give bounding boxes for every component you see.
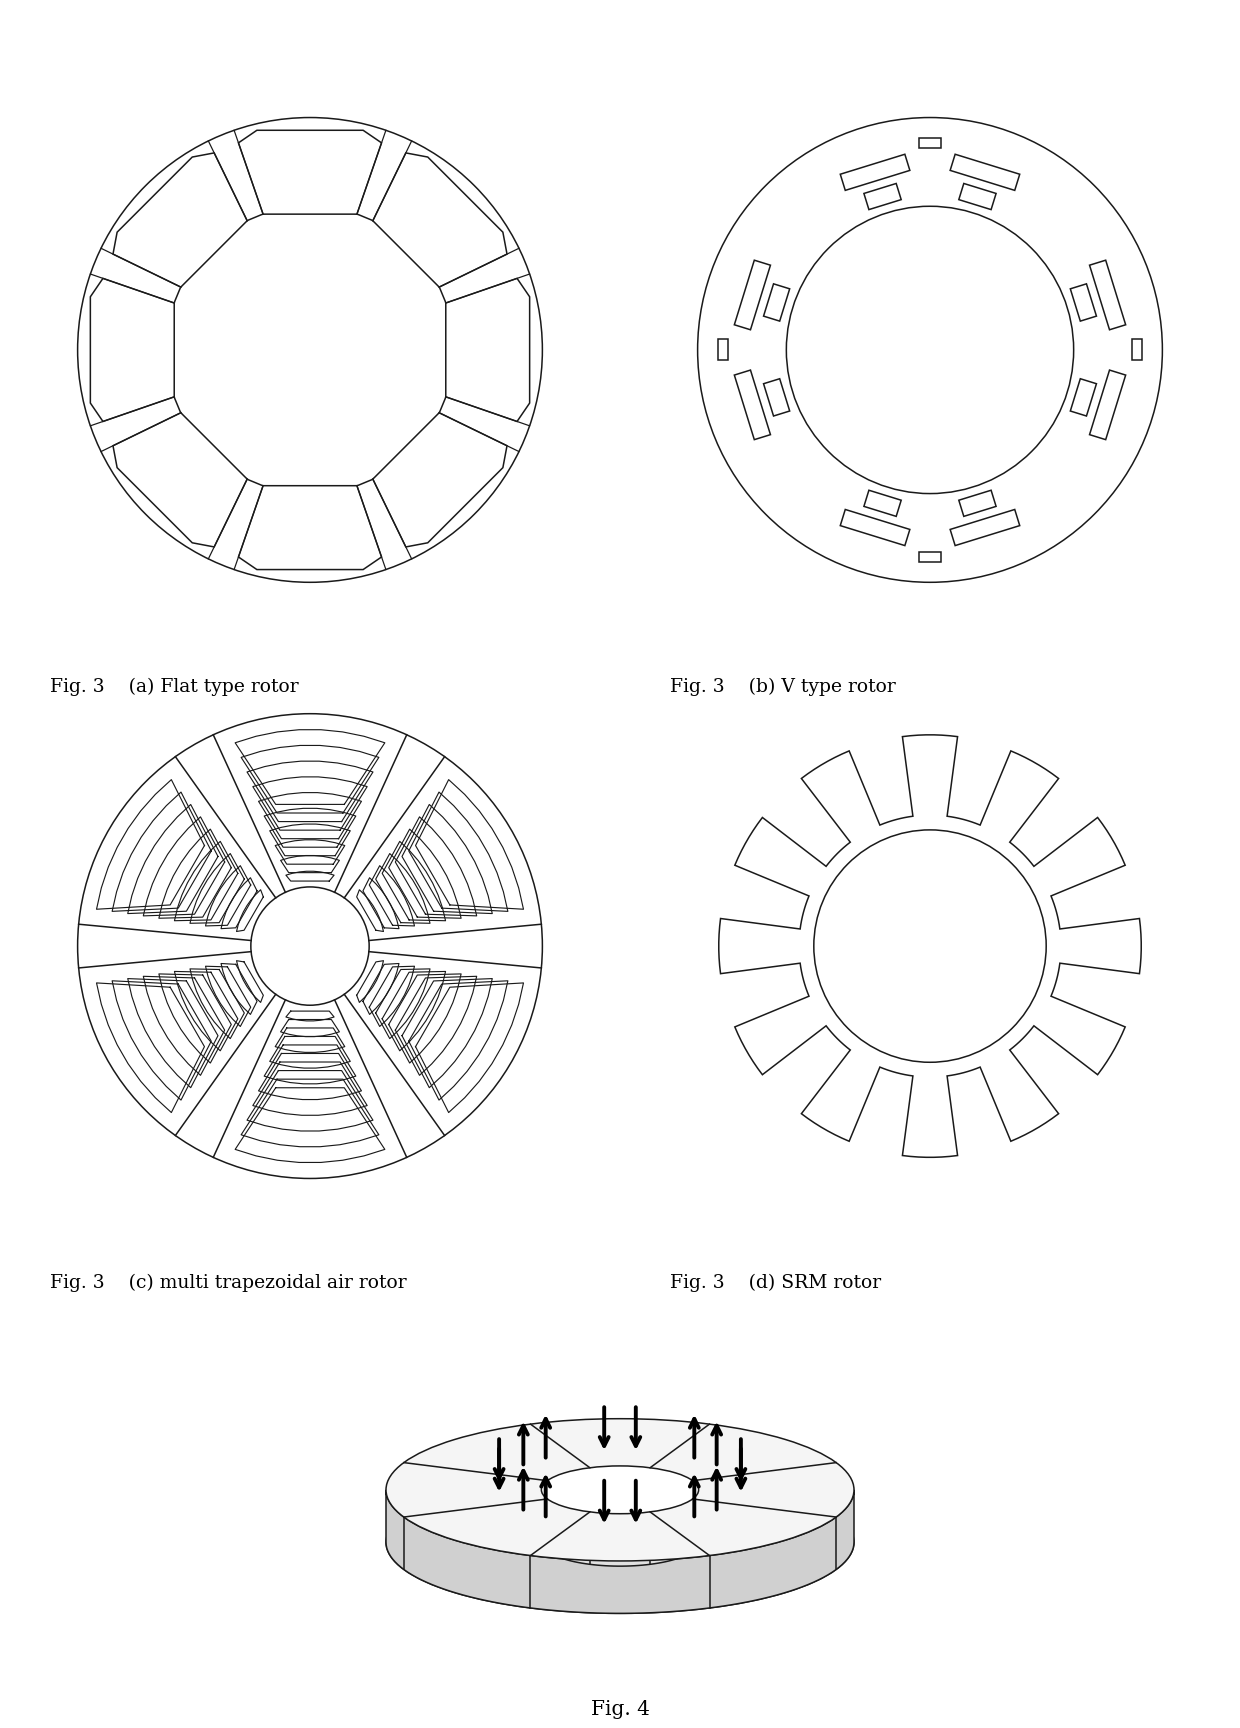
Polygon shape — [734, 261, 770, 330]
Polygon shape — [959, 491, 996, 517]
Polygon shape — [919, 551, 941, 562]
Polygon shape — [950, 154, 1019, 190]
Ellipse shape — [386, 1419, 854, 1560]
Text: Fig. 3    (c) multi trapezoidal air rotor: Fig. 3 (c) multi trapezoidal air rotor — [50, 1274, 407, 1293]
Polygon shape — [719, 734, 1141, 1158]
Polygon shape — [764, 378, 790, 416]
Polygon shape — [1090, 261, 1126, 330]
Ellipse shape — [386, 1471, 854, 1614]
Polygon shape — [734, 370, 770, 439]
Polygon shape — [373, 152, 507, 287]
Polygon shape — [113, 413, 247, 548]
Text: Fig. 4: Fig. 4 — [590, 1700, 650, 1719]
Polygon shape — [1070, 378, 1096, 416]
Polygon shape — [113, 152, 247, 287]
Polygon shape — [386, 1490, 854, 1614]
Polygon shape — [238, 130, 382, 214]
Polygon shape — [718, 339, 728, 361]
Polygon shape — [1132, 339, 1142, 361]
Polygon shape — [445, 278, 529, 422]
Polygon shape — [1090, 370, 1126, 439]
Polygon shape — [959, 183, 996, 209]
Polygon shape — [864, 491, 901, 517]
Polygon shape — [919, 138, 941, 149]
Polygon shape — [841, 510, 910, 546]
Text: Fig. 3    (b) V type rotor: Fig. 3 (b) V type rotor — [670, 677, 895, 696]
Polygon shape — [373, 413, 507, 548]
Polygon shape — [950, 510, 1019, 546]
Text: Fig. 3    (d) SRM rotor: Fig. 3 (d) SRM rotor — [670, 1274, 880, 1293]
Polygon shape — [542, 1490, 698, 1566]
Text: Fig. 3    (a) Flat type rotor: Fig. 3 (a) Flat type rotor — [50, 677, 299, 696]
Polygon shape — [864, 183, 901, 209]
Polygon shape — [1070, 283, 1096, 321]
Polygon shape — [238, 486, 382, 570]
Polygon shape — [764, 283, 790, 321]
Polygon shape — [91, 278, 175, 422]
Polygon shape — [841, 154, 910, 190]
Ellipse shape — [542, 1465, 698, 1514]
Circle shape — [813, 829, 1047, 1063]
